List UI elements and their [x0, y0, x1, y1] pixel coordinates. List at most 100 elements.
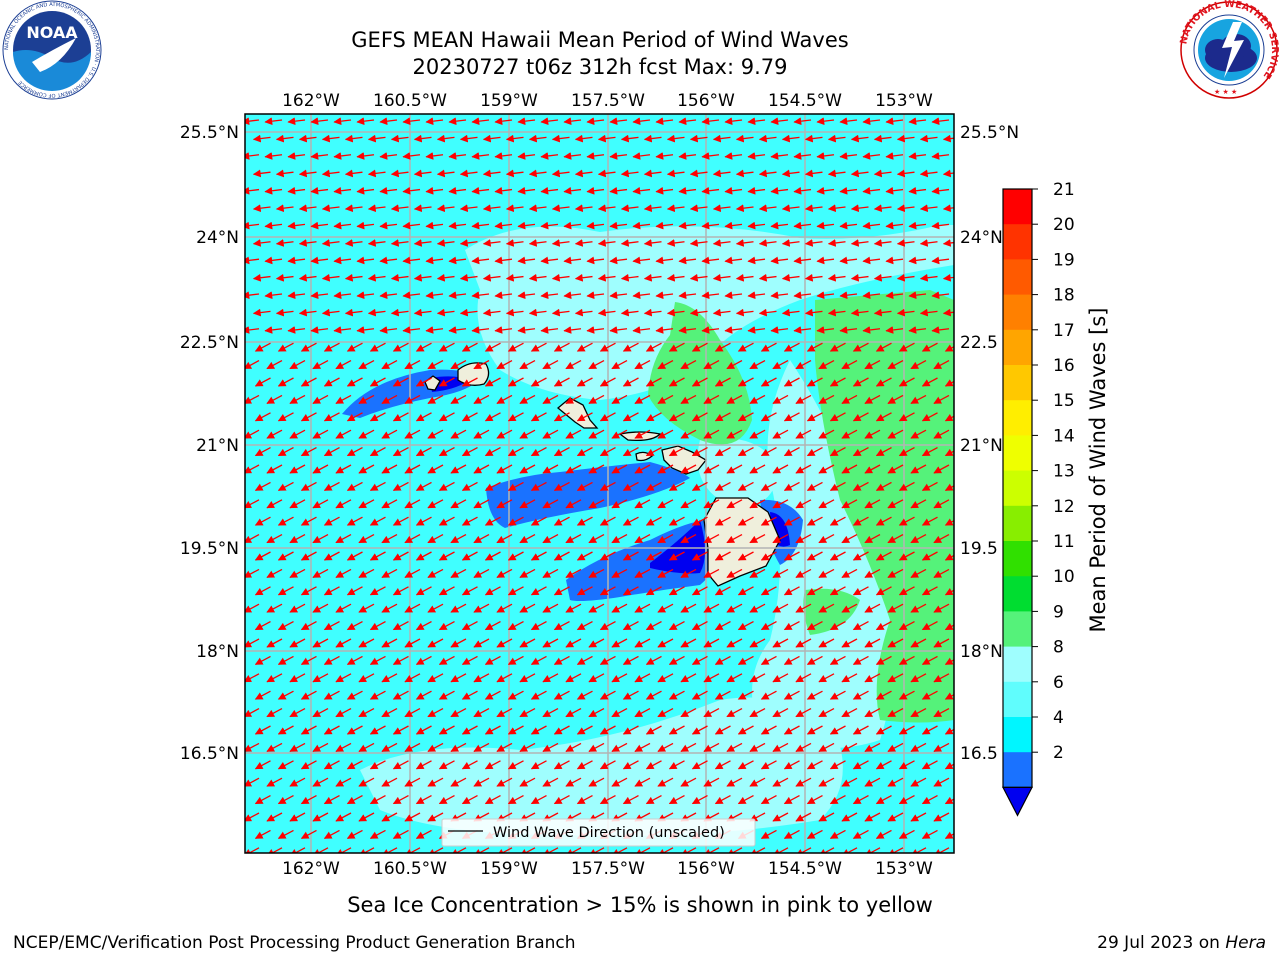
wind-wave-arrow	[749, 464, 766, 474]
wind-wave-arrow	[887, 360, 904, 370]
wind-wave-arrow	[898, 516, 915, 526]
wind-wave-arrow	[852, 551, 869, 561]
wind-wave-arrow	[933, 534, 950, 544]
wind-wave-arrow	[875, 621, 892, 631]
wind-wave-arrow	[404, 638, 421, 648]
wind-wave-arrow	[323, 516, 340, 526]
wind-wave-arrow	[335, 394, 352, 404]
wind-wave-arrow	[346, 516, 363, 526]
wind-wave-arrow	[471, 256, 490, 265]
wind-wave-arrow	[551, 308, 570, 317]
wind-wave-arrow	[910, 603, 927, 613]
graticule	[245, 114, 954, 853]
wind-wave-arrow	[289, 603, 306, 613]
wind-wave-arrow	[873, 169, 892, 178]
wind-wave-arrow	[588, 360, 605, 370]
lon-labels-bottom: 162°W 160.5°W 159°W 157.5°W 156°W 154.5°W 153°…	[282, 859, 933, 879]
wind-wave-arrow	[678, 152, 697, 160]
wind-wave-arrow	[381, 464, 398, 474]
nws-logo: NATIONAL WEATHER SERVICE ★ ★ ★	[1178, 0, 1280, 99]
wind-wave-arrow	[668, 377, 685, 387]
wind-wave-arrow	[277, 621, 294, 631]
colorbar-segment	[1003, 294, 1032, 331]
wind-wave-arrow	[632, 152, 651, 160]
wind-wave-arrow	[852, 586, 869, 596]
wind-wave-arrow	[565, 394, 582, 404]
wind-wave-arrow	[921, 412, 938, 422]
wind-wave-arrow	[887, 429, 904, 439]
wind-wave-arrow	[735, 134, 754, 143]
wind-wave-arrow	[714, 342, 731, 352]
wind-wave-arrow	[680, 638, 697, 648]
wind-wave-arrow	[323, 586, 340, 596]
wind-wave-arrow	[714, 551, 731, 561]
wind-wave-arrow	[758, 134, 777, 143]
wind-wave-arrow	[517, 291, 536, 300]
wind-wave-arrow	[678, 256, 697, 265]
colorbar-segment	[1003, 541, 1032, 577]
wind-wave-arrow	[540, 186, 559, 195]
wind-wave-arrow	[645, 377, 662, 387]
wind-wave-arrow	[346, 377, 363, 387]
wind-wave-arrow	[565, 534, 582, 544]
wind-wave-arrow	[850, 239, 869, 247]
wind-wave-arrow	[804, 169, 823, 178]
wind-wave-arrow	[507, 586, 524, 596]
wind-wave-arrow	[300, 481, 317, 491]
wind-wave-arrow	[599, 481, 616, 491]
wind-wave-arrow	[737, 447, 754, 457]
wind-wave-arrow	[818, 568, 835, 578]
wind-wave-arrow	[908, 186, 927, 195]
wind-wave-arrow	[277, 481, 294, 491]
wind-wave-arrow	[735, 239, 754, 247]
wind-wave-arrow	[289, 394, 306, 404]
wind-wave-arrow	[542, 638, 559, 648]
wind-wave-arrow	[379, 256, 398, 265]
wind-wave-arrow	[714, 377, 731, 387]
lon-label-top: 162°W	[282, 91, 340, 111]
wind-wave-arrow	[841, 534, 858, 544]
lat-label-right: 16.5	[960, 744, 998, 764]
wind-wave-arrow	[795, 638, 812, 648]
wind-wave-arrow	[530, 516, 547, 526]
wind-wave-arrow	[505, 169, 524, 178]
wind-wave-arrow	[356, 186, 375, 195]
wind-wave-arrow	[427, 638, 444, 648]
wind-wave-arrow	[724, 221, 743, 230]
wind-wave-arrow	[517, 117, 536, 126]
wind-wave-arrow	[597, 239, 616, 247]
wind-wave-arrow	[703, 534, 720, 544]
wind-wave-arrow	[760, 621, 777, 631]
wind-wave-arrow	[287, 186, 306, 195]
wind-wave-arrow	[655, 326, 674, 334]
wind-wave-arrow	[404, 464, 421, 474]
wind-wave-arrow	[747, 186, 766, 195]
wind-wave-arrow	[910, 534, 927, 544]
wind-wave-arrow	[827, 273, 846, 282]
wind-wave-arrow	[942, 273, 954, 282]
wind-wave-arrow	[530, 447, 547, 457]
wind-wave-arrow	[312, 603, 329, 613]
wind-wave-arrow	[402, 291, 421, 300]
wind-wave-arrow	[770, 186, 789, 195]
wind-wave-arrow	[609, 186, 628, 195]
chart-subtitle: 20230727 t06z 312h fcst Max: 9.79	[412, 55, 788, 79]
wind-wave-arrow	[252, 239, 271, 247]
wind-wave-arrow	[620, 134, 639, 143]
wind-wave-arrow	[254, 377, 271, 387]
wind-wave-arrow	[530, 621, 547, 631]
wind-wave-arrow	[645, 621, 662, 631]
wind-wave-arrow	[910, 499, 927, 509]
wind-wave-arrow	[910, 429, 927, 439]
wind-wave-arrow	[245, 221, 260, 230]
wind-wave-arrow	[910, 360, 927, 370]
wind-wave-arrow	[459, 169, 478, 178]
wind-wave-arrow	[264, 256, 283, 265]
wind-wave-arrow	[827, 204, 846, 213]
wind-wave-arrow	[528, 239, 547, 247]
wind-wave-arrow	[691, 377, 708, 387]
wind-wave-arrow	[737, 481, 754, 491]
wind-wave-arrow	[459, 204, 478, 213]
wind-wave-arrow	[862, 117, 881, 126]
island-kauai	[457, 362, 490, 386]
